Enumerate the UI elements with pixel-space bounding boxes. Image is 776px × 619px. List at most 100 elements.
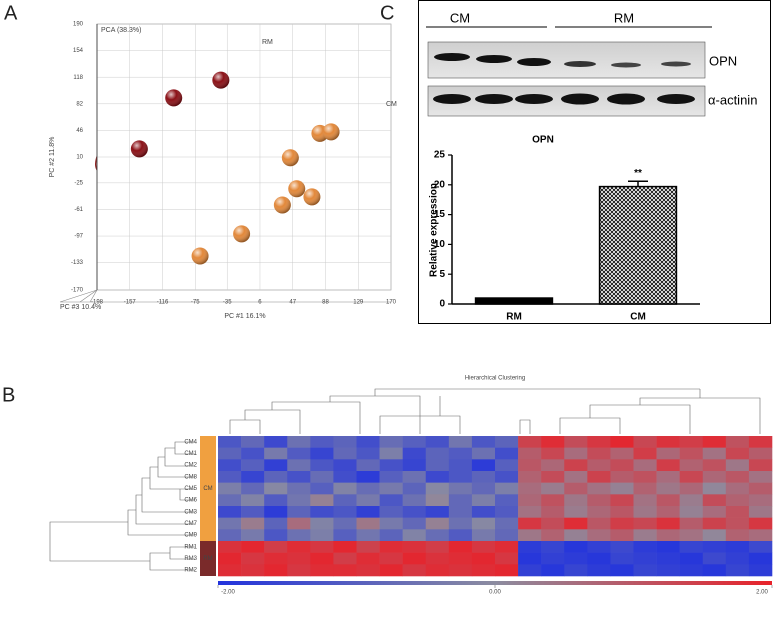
heat-cell <box>310 494 334 507</box>
heat-cell <box>264 471 288 483</box>
heat-cell <box>495 436 519 448</box>
heat-cell <box>356 436 380 448</box>
heat-cell <box>379 564 403 577</box>
heat-cell <box>310 517 334 530</box>
heat-cell <box>587 494 611 507</box>
point-shine <box>191 247 209 265</box>
heat-cell <box>587 447 611 460</box>
heat-cell <box>471 436 496 448</box>
heat-cell <box>333 471 357 483</box>
heat-cell <box>564 517 588 530</box>
heat-cell <box>287 494 311 507</box>
heat-cell <box>564 494 588 507</box>
heat-cell <box>518 494 542 507</box>
heat-cell <box>748 494 773 507</box>
heat-cell <box>471 517 496 530</box>
heat-cell <box>702 471 727 483</box>
y-tick-label: 46 <box>76 128 83 134</box>
panel-label: A <box>4 2 18 24</box>
heat-cell <box>656 541 680 553</box>
point-shine <box>322 123 340 141</box>
heat-cell <box>287 436 311 448</box>
heat-cell <box>471 506 496 518</box>
heat-cell <box>610 552 634 565</box>
heat-cell <box>610 517 634 530</box>
heat-cell <box>633 494 657 507</box>
heat-cell <box>656 459 680 472</box>
heat-cell <box>264 494 288 507</box>
heat-cell <box>495 517 519 530</box>
heat-cell <box>218 482 242 495</box>
band-label: α-actinin <box>708 92 757 107</box>
heat-cell <box>425 564 450 577</box>
heat-cell <box>702 517 727 530</box>
heat-cell <box>495 506 519 518</box>
heat-cell <box>310 436 334 448</box>
heat-cell <box>679 541 704 553</box>
group-label: CM <box>450 10 470 25</box>
heat-cell <box>356 471 380 483</box>
heat-cell <box>402 564 427 577</box>
group-bar <box>200 541 216 576</box>
heat-cell <box>725 541 750 553</box>
x-tick-label: 170 <box>386 300 397 306</box>
heat-cell <box>241 447 265 460</box>
point-shine <box>281 149 299 167</box>
heat-cell <box>610 564 634 577</box>
heat-cell <box>218 459 242 472</box>
panel-label: C <box>380 2 394 24</box>
heat-cell <box>748 436 773 448</box>
heat-cell <box>471 541 496 553</box>
row-label: CM3 <box>184 509 197 515</box>
heat-cell <box>310 482 334 495</box>
heat-cell <box>264 564 288 577</box>
heat-cell <box>564 447 588 460</box>
heat-cell <box>310 506 334 518</box>
heat-cell <box>518 459 542 472</box>
bar <box>474 297 554 305</box>
heat-cell <box>333 529 357 542</box>
heat-cell <box>264 459 288 472</box>
row-label: CM2 <box>184 463 197 469</box>
heat-cell <box>333 447 357 460</box>
heat-cell <box>725 471 750 483</box>
annotation: ** <box>634 168 642 179</box>
heat-cell <box>310 564 334 577</box>
heat-cell <box>679 506 704 518</box>
heat-cell <box>310 459 334 472</box>
heat-cell <box>333 494 357 507</box>
heat-cell <box>402 506 427 518</box>
y-axis-label: Relative expression <box>429 183 440 277</box>
heat-cell <box>356 506 380 518</box>
error-bar <box>628 180 648 187</box>
heat-cell <box>587 541 611 553</box>
pca-plot: 190 154 118 82 46 10 -25 -61 -97 -133 -170 -198 -157… <box>49 22 397 320</box>
heat-cell <box>333 541 357 553</box>
chart-title: Hierarchical Clustering <box>465 376 525 382</box>
heat-cell <box>541 494 565 507</box>
y-tick-label: 118 <box>73 75 83 81</box>
heat-cell <box>748 506 773 518</box>
x-tick-label: 88 <box>322 300 329 306</box>
heat-cell <box>748 564 773 577</box>
heat-cell <box>333 459 357 472</box>
heat-cell <box>702 436 727 448</box>
heat-cell <box>218 506 242 518</box>
heat-cell <box>218 541 242 553</box>
heat-cell <box>495 564 519 577</box>
bar <box>598 185 678 305</box>
heat-cell <box>610 541 634 553</box>
x-tick-label: CM <box>630 312 646 323</box>
heat-cell <box>425 506 450 518</box>
heat-cell <box>310 471 334 483</box>
heat-cell <box>356 459 380 472</box>
blot-strip <box>427 41 706 79</box>
heat-cell <box>379 471 403 483</box>
heat-cell <box>518 541 542 553</box>
heat-cell <box>471 471 496 483</box>
heat-cell <box>564 436 588 448</box>
heat-cell <box>541 517 565 530</box>
heat-cell <box>264 529 288 542</box>
group-bar <box>200 436 216 541</box>
heat-cell <box>679 471 704 483</box>
